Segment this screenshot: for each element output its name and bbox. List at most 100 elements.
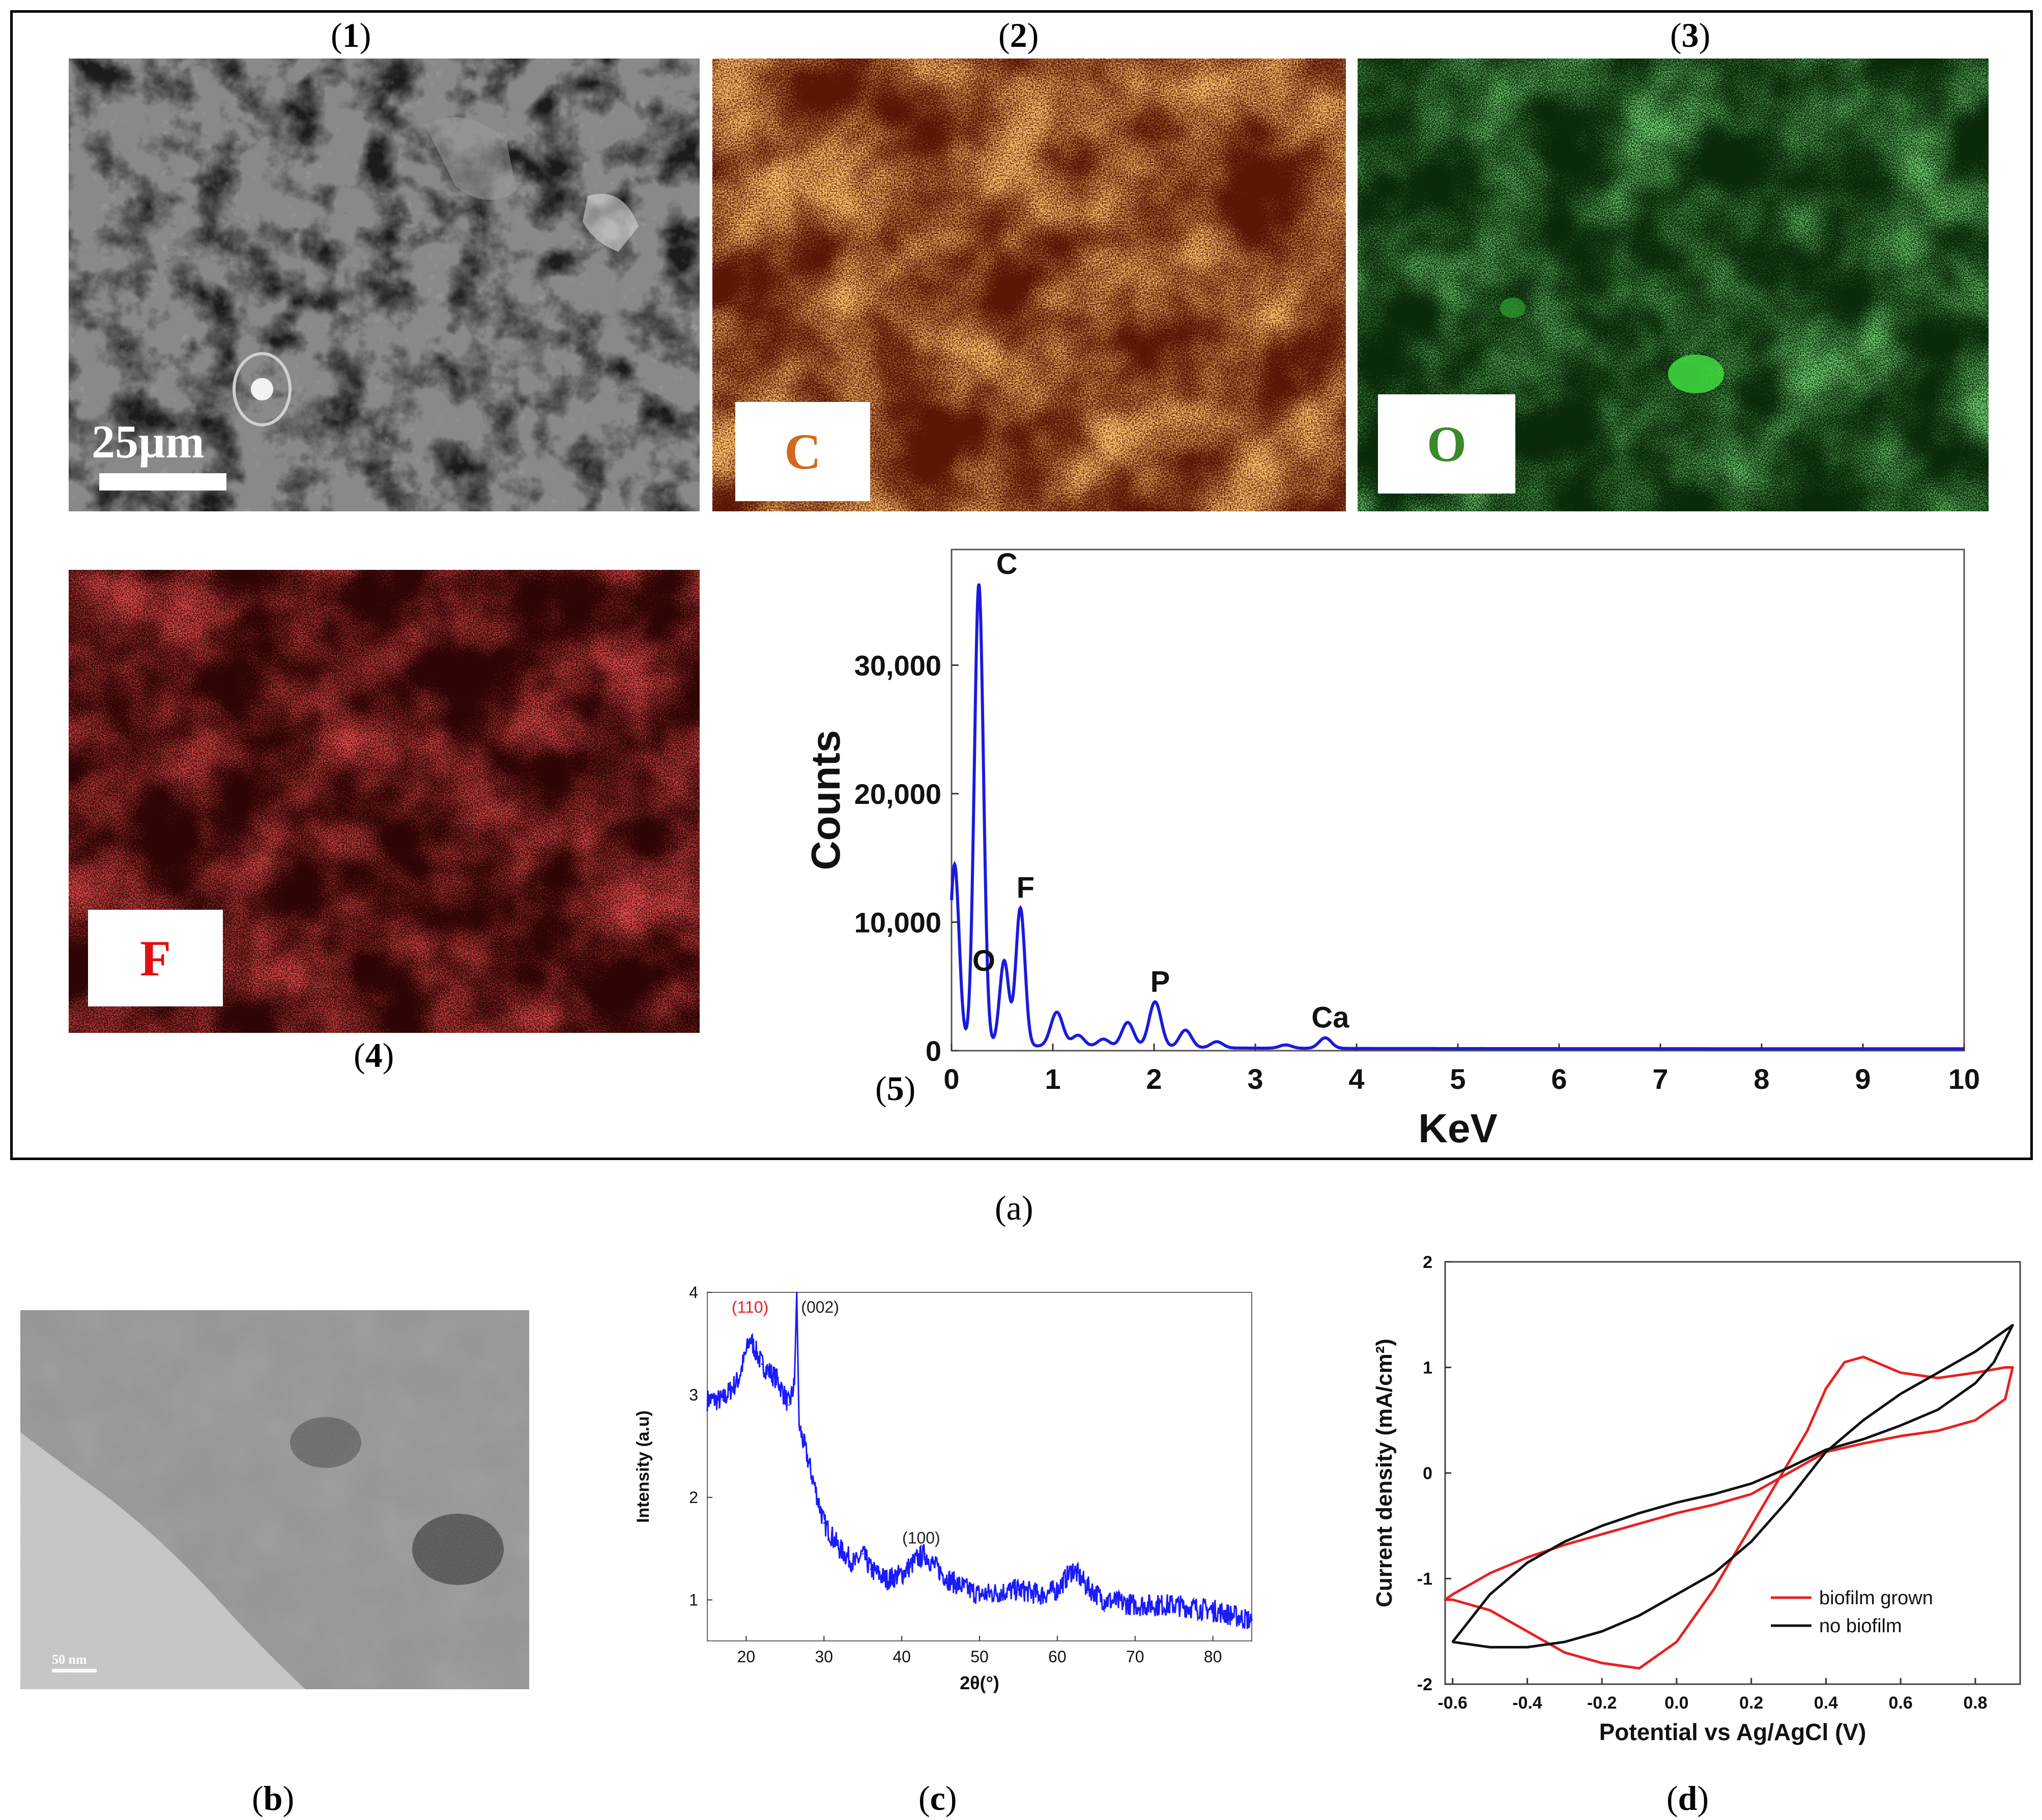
eds-ytick-label: 30,000 — [854, 649, 941, 681]
xrd-data-point — [979, 1594, 981, 1596]
cv-ylabel: Current density (mA/cm²) — [1372, 1339, 1397, 1607]
cv-data-point — [1489, 1646, 1491, 1648]
xrd-data-point — [761, 1363, 763, 1365]
xrd-peak-annotation: (110) — [732, 1298, 768, 1316]
cv-xtick-label: 0.8 — [1963, 1693, 1987, 1713]
xrd-data-point — [737, 1378, 739, 1380]
cv-data-point — [1713, 1588, 1715, 1590]
element-label-f: F — [88, 910, 223, 1006]
xrd-data-point — [1103, 1599, 1105, 1601]
xrd-data-point — [854, 1563, 856, 1565]
panel-a-frame — [10, 10, 2033, 1160]
cv-data-point — [1564, 1544, 1566, 1546]
cv-data-point — [1750, 1483, 1752, 1485]
xrd-xtick-label: 20 — [737, 1648, 756, 1666]
sublabel-2: (2) — [998, 16, 1039, 54]
cv-data-point — [1638, 1523, 1641, 1525]
cv-data-point — [1769, 1493, 1771, 1495]
xrd-data-point — [1056, 1588, 1058, 1591]
xrd-data-point — [796, 1291, 798, 1293]
cv-chart: -0.6 -0.4 -0.2 0.0 0.2 0.4 0.6 0.8 -2 -1 0 1 2 Potent… — [1372, 1253, 2021, 1745]
sem-scale-bar — [99, 473, 226, 490]
panel-d-caption: (d) — [1666, 1779, 1709, 1817]
cv-data-point — [1862, 1356, 1864, 1358]
eds-xlabel: KeV — [1418, 1106, 1498, 1151]
eds-xtick-label: 9 — [1855, 1063, 1871, 1095]
cv-data-point — [1974, 1419, 1976, 1421]
cv-data-point — [1676, 1641, 1678, 1643]
cv-data-point — [1676, 1501, 1678, 1504]
cv-legend-label: no biofilm — [1819, 1615, 1902, 1637]
xrd-data-point — [1134, 1604, 1136, 1606]
xrd-ytick-label: 3 — [689, 1385, 698, 1404]
cv-data-point — [1489, 1594, 1491, 1596]
eds-peak-label: O — [972, 944, 995, 977]
xrd-data-point — [901, 1573, 903, 1575]
xrd-ytick-label: 2 — [689, 1488, 698, 1507]
cv-ytick-label: 0 — [1423, 1464, 1432, 1483]
eds-peak-point — [1102, 1038, 1105, 1041]
eds-xtick-label: 1 — [1045, 1063, 1060, 1095]
cv-data-point — [1564, 1541, 1566, 1543]
cv-data-point — [1806, 1430, 1808, 1432]
eds-spectrum-chart: 0 1 2 3 4 5 6 7 8 9 10 0 10,000 20,000 30,000 KeV Counts… — [803, 547, 1980, 1151]
eds-ytick-label: 20,000 — [854, 778, 941, 810]
cv-data-point — [1788, 1498, 1790, 1500]
eds-peak-point — [1003, 960, 1005, 962]
cv-xtick-label: 0.2 — [1739, 1693, 1763, 1713]
xrd-data-point — [788, 1404, 790, 1406]
cv-series-biofilm-grown — [1444, 1355, 2014, 1670]
xrd-data-point — [1017, 1588, 1019, 1591]
tem-image: 50 nm — [20, 1310, 529, 1689]
xrd-xtick-label: 60 — [1048, 1648, 1067, 1666]
element-label-c: C — [735, 402, 870, 501]
eds-peak-point — [1216, 1041, 1218, 1043]
xrd-xtick-label: 30 — [815, 1648, 833, 1666]
xrd-data-point — [798, 1425, 800, 1427]
cv-data-point — [1900, 1372, 1902, 1374]
tem-scale-bar-label: 50 nm — [52, 1652, 87, 1667]
eds-plot-frame — [951, 548, 1965, 1052]
cv-data-point — [1564, 1652, 1566, 1654]
eds-peak-point — [1055, 1011, 1058, 1014]
eds-xtick-label: 4 — [1348, 1063, 1364, 1095]
cv-data-point — [2004, 1398, 2006, 1400]
eds-peak-point — [1077, 1034, 1079, 1036]
xrd-data-point — [823, 1522, 825, 1524]
xrd-ytick-label: 1 — [689, 1591, 698, 1609]
xrd-data-point — [706, 1399, 708, 1401]
xrd-data-point — [776, 1378, 779, 1380]
cv-data-point — [1526, 1556, 1528, 1558]
cv-data-point — [1452, 1599, 1454, 1601]
eds-ytick-label: 10,000 — [854, 906, 941, 938]
xrd-data-point — [1251, 1620, 1253, 1622]
cv-data-point — [2011, 1367, 2014, 1368]
fluorine-map: F — [69, 570, 700, 1033]
eds-peak-point — [1324, 1036, 1327, 1039]
sublabel-1: (1) — [331, 16, 371, 54]
cv-data-point — [1489, 1572, 1491, 1574]
eds-peak-point — [1284, 1044, 1287, 1046]
cv-data-point — [1900, 1425, 1902, 1427]
cv-data-point — [1676, 1594, 1678, 1596]
panel-c-caption: (c) — [918, 1779, 957, 1817]
eds-peak-point — [953, 863, 956, 865]
cv-data-point — [1825, 1449, 1827, 1451]
eds-xtick-label: 6 — [1551, 1063, 1567, 1095]
cv-data-point — [1564, 1641, 1566, 1643]
cv-ytick-label: 2 — [1423, 1253, 1432, 1272]
cv-data-point — [1993, 1361, 1995, 1363]
eds-peak-label: Ca — [1311, 1001, 1349, 1034]
cv-data-point — [1750, 1525, 1752, 1527]
cv-data-point — [1713, 1504, 1715, 1506]
sublabel-5: (5) — [875, 1069, 916, 1108]
cv-data-point — [1638, 1512, 1641, 1514]
cv-data-point — [2004, 1367, 2006, 1368]
xrd-data-point — [870, 1568, 872, 1570]
cv-data-point — [1862, 1419, 1864, 1421]
cv-data-point — [1713, 1572, 1715, 1574]
xrd-ylabel: Intensity (a.u) — [634, 1410, 653, 1523]
xrd-xtick-label: 50 — [970, 1648, 989, 1666]
cv-ytick-label: 1 — [1423, 1359, 1432, 1378]
xrd-xlabel: 2θ(°) — [960, 1672, 999, 1693]
